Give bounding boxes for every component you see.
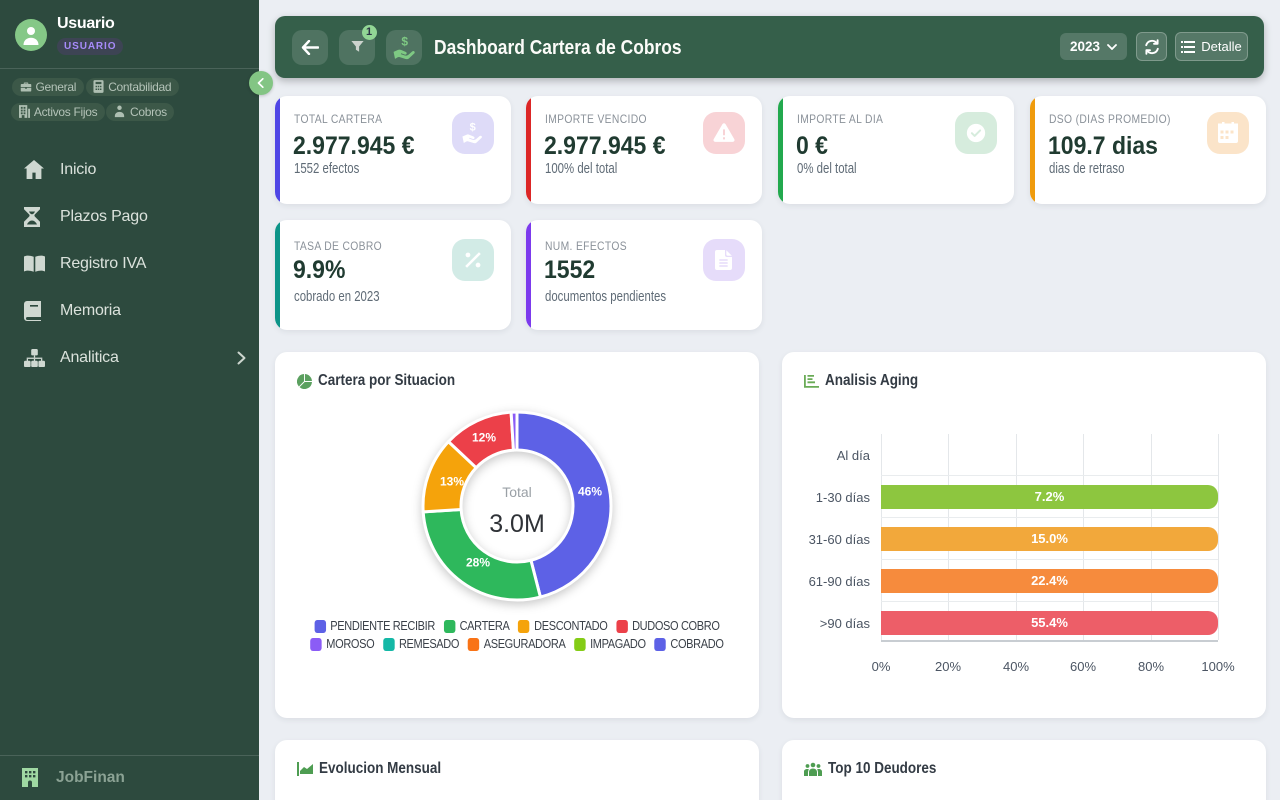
svg-text:46%: 46% (578, 485, 602, 499)
svg-text:13%: 13% (440, 475, 464, 489)
svg-text:28%: 28% (466, 556, 490, 570)
svg-text:$: $ (470, 122, 476, 134)
svg-text:$: $ (401, 35, 408, 48)
svg-text:12%: 12% (472, 431, 496, 445)
